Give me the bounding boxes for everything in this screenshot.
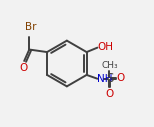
Text: OH: OH [98, 42, 114, 52]
Text: O: O [19, 63, 27, 73]
Text: NH: NH [97, 74, 113, 84]
Text: O: O [117, 74, 125, 83]
Text: Br: Br [25, 22, 36, 32]
Text: CH₃: CH₃ [101, 61, 118, 70]
Text: O: O [105, 89, 114, 99]
Text: S: S [106, 72, 113, 85]
